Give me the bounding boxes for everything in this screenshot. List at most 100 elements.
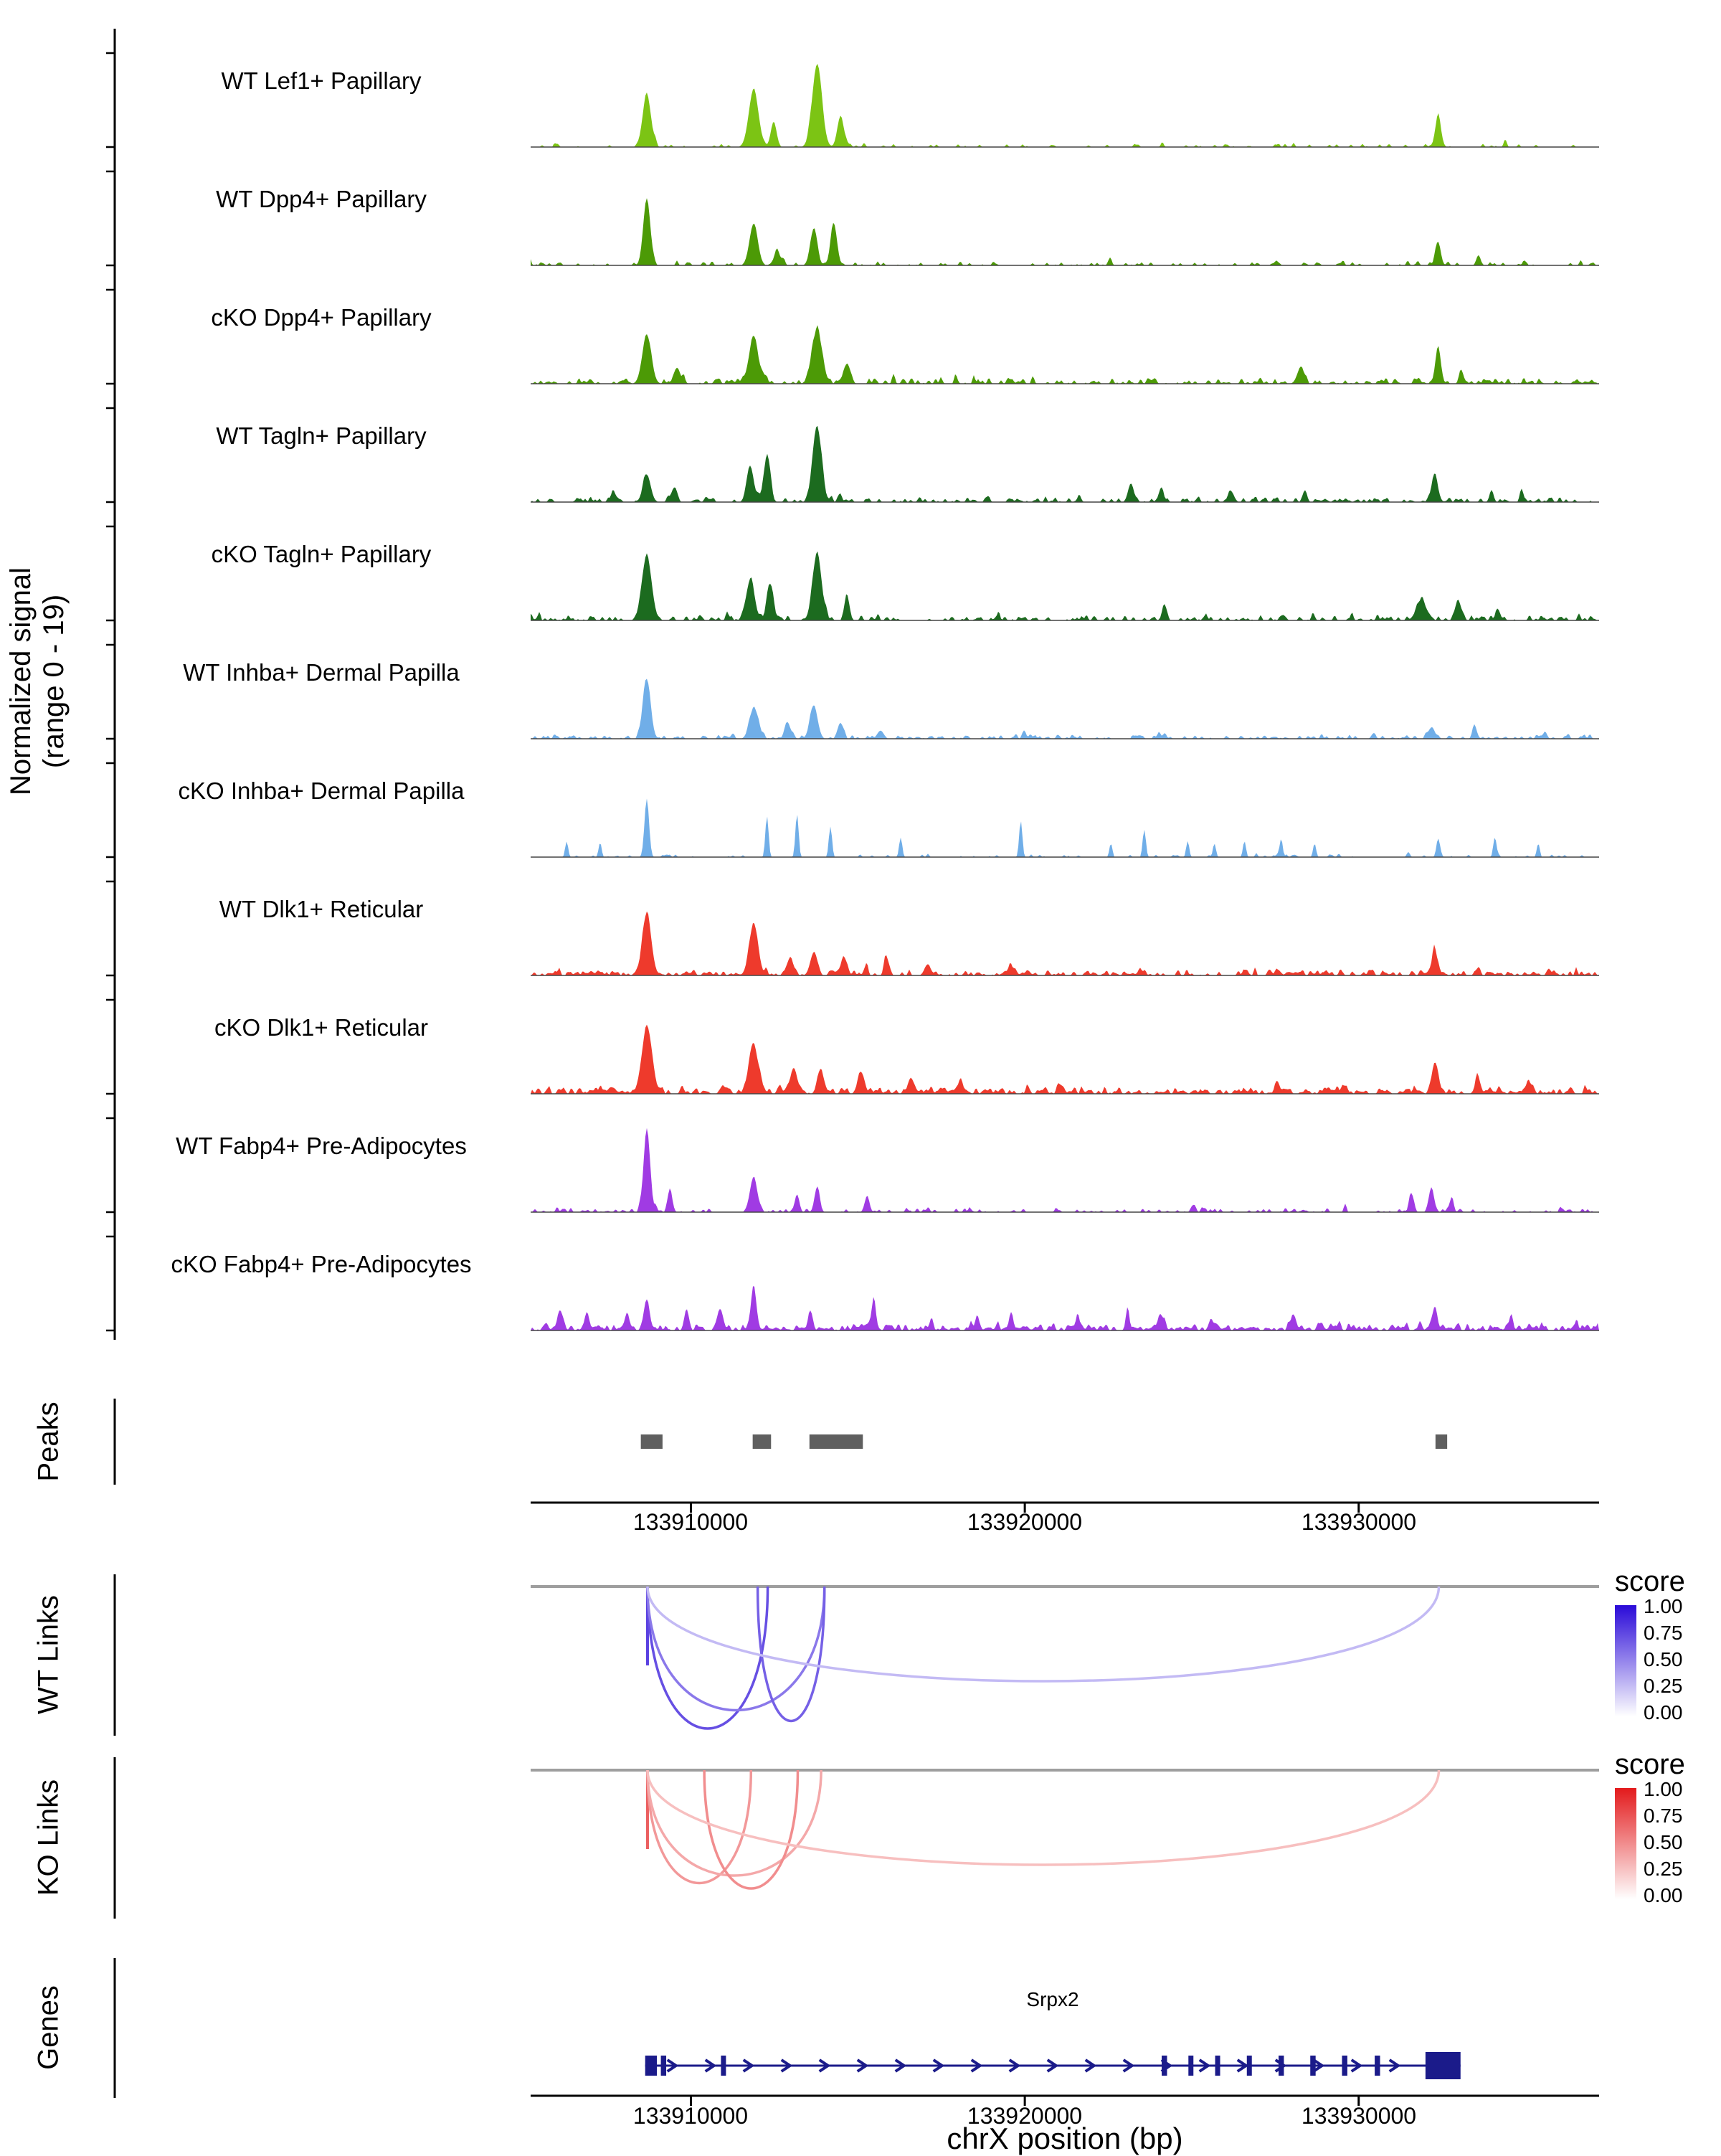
gene-strand-arrow: [1084, 2058, 1097, 2073]
wt-link-3: [756, 1586, 826, 1722]
coverage-track-5: [531, 679, 1599, 739]
track-label-wt-dlk1: WT Dlk1+ Reticular: [219, 896, 424, 922]
tracks-axis-tick: [106, 52, 115, 148]
track-label-cko-fabp4: cKO Fabp4+ Pre-Adipocytes: [171, 1251, 472, 1277]
tracks-axis-tick: [106, 1117, 115, 1214]
gene-strand-arrow: [1312, 2058, 1325, 2073]
track-label-wt-lef1: WT Lef1+ Papillary: [221, 67, 422, 94]
track-label-cko-tagln: cKO Tagln+ Papillary: [211, 541, 432, 567]
gene-exon-7: [1279, 2056, 1284, 2076]
peak-box-0: [640, 1434, 663, 1449]
wt-legend-tick-050: 0.50: [1644, 1648, 1683, 1670]
coverage-track-0: [531, 64, 1599, 147]
coverage-track-8: [531, 1024, 1599, 1094]
track-label-wt-fabp4: WT Fabp4+ Pre-Adipocytes: [176, 1133, 467, 1159]
wt-links-panel-label: WT Links: [32, 1595, 65, 1714]
track-label-cko-dlk1: cKO Dlk1+ Reticular: [214, 1014, 428, 1041]
tracks-axis-tick: [106, 525, 115, 622]
track-label-wt-dpp4: WT Dpp4+ Papillary: [216, 186, 427, 212]
gene-exon-6: [1246, 2056, 1252, 2076]
peak-box-2: [809, 1434, 863, 1449]
axis-tick-133920000: 133920000: [967, 1509, 1083, 1535]
ko-link-1: [646, 1769, 753, 1885]
bottom-axis-tick-133910000: 133910000: [632, 2103, 749, 2129]
ko-legend-tick-050: 0.50: [1644, 1831, 1683, 1853]
gene-exon-3: [1162, 2056, 1167, 2076]
gene-strand-arrow: [970, 2058, 983, 2073]
tracks-axis-tick: [106, 643, 115, 740]
bottom-axis-tick-133920000: 133920000: [967, 2103, 1083, 2129]
wt-links-legend-title: score: [1615, 1566, 1685, 1597]
ko-legend-tick-000: 0.00: [1644, 1884, 1683, 1906]
coverage-track-1: [531, 198, 1599, 265]
bottom-axis-tick-133930000: 133930000: [1301, 2103, 1417, 2129]
tracks-axis-tick: [106, 998, 115, 1095]
gene-strand-arrow: [1350, 2058, 1363, 2073]
gene-strand-arrow: [856, 2058, 869, 2073]
track-label-wt-tagln: WT Tagln+ Papillary: [216, 422, 427, 449]
gene-strand-arrow: [1388, 2058, 1401, 2073]
tracks-axis-tick: [106, 762, 115, 859]
tracks-axis-tick: [106, 407, 115, 503]
wt-legend-tick-000: 0.00: [1644, 1701, 1683, 1724]
coverage-track-6: [531, 798, 1599, 857]
wt-link-4: [646, 1586, 1441, 1683]
ko-links-legend-title: score: [1615, 1749, 1685, 1780]
coverage-track-9: [531, 1127, 1599, 1212]
tracks-axis-tick: [106, 1235, 115, 1332]
wt-link-1: [646, 1586, 769, 1730]
tracks-axis-tick: [106, 288, 115, 385]
gene-strand-arrow: [1008, 2058, 1021, 2073]
coverage-track-3: [531, 425, 1599, 502]
ko-legend-tick-025: 0.25: [1644, 1858, 1683, 1880]
coverage-track-2: [531, 325, 1599, 384]
gene-strand-arrow: [932, 2058, 945, 2073]
coverage-track-7: [531, 911, 1599, 975]
genes-panel-label: Genes: [32, 1985, 65, 2070]
x-axis-title: chrX position (bp): [947, 2122, 1183, 2155]
wt-legend-tick-100: 1.00: [1644, 1595, 1683, 1617]
gene-strand-arrow: [742, 2058, 755, 2073]
gene-strand-arrow: [894, 2058, 907, 2073]
gene-exon-2: [721, 2056, 726, 2076]
gene-strand-arrow: [1046, 2058, 1059, 2073]
peak-box-3: [1435, 1434, 1448, 1449]
track-label-cko-inhba: cKO Inhba+ Dermal Papilla: [178, 777, 465, 804]
gene-exon-8: [1310, 2056, 1316, 2076]
wt-legend-tick-025: 0.25: [1644, 1675, 1683, 1697]
y-axis-title-line1: Normalized signal: [5, 567, 37, 795]
gene-strand-arrow: [704, 2058, 717, 2073]
y-axis-title: Normalized signal (range 0 - 19): [4, 567, 70, 795]
axis-tick-133930000: 133930000: [1301, 1509, 1417, 1535]
gene-exon-11: [1425, 2052, 1461, 2079]
ko-legend-tick-100: 1.00: [1644, 1778, 1683, 1800]
wt-link-2: [646, 1586, 826, 1712]
gene-strand-arrow: [1198, 2058, 1211, 2073]
coverage-track-10: [531, 1286, 1599, 1330]
gene-strand-arrow: [1274, 2058, 1287, 2073]
ko-legend-tick-075: 0.75: [1644, 1805, 1683, 1827]
gene-strand-arrow: [780, 2058, 793, 2073]
gene-exon-4: [1188, 2056, 1194, 2076]
tracks-axis-tick: [106, 170, 115, 267]
ko-link-2: [646, 1769, 822, 1877]
coverage-track-4: [531, 551, 1599, 620]
ko-link-3: [703, 1769, 800, 1890]
wt-links-legend-gradient: [1615, 1605, 1636, 1716]
gene-strand-arrow: [818, 2058, 831, 2073]
gene-exon-9: [1342, 2056, 1347, 2076]
ko-links-legend-gradient: [1615, 1788, 1636, 1899]
gene-exon-0: [645, 2056, 658, 2076]
wt-legend-tick-075: 0.75: [1644, 1622, 1683, 1644]
gene-exon-5: [1215, 2056, 1220, 2076]
gene-exon-1: [660, 2056, 667, 2076]
gene-strand-arrow: [666, 2058, 679, 2073]
tracks-axis-tick: [106, 880, 115, 977]
y-axis-title-line2: (range 0 - 19): [38, 594, 70, 769]
gene-name-srpx2: Srpx2: [1026, 1988, 1079, 2010]
peak-box-1: [752, 1434, 772, 1449]
ko-link-4: [646, 1769, 1441, 1866]
track-label-wt-inhba: WT Inhba+ Dermal Papilla: [183, 659, 460, 686]
